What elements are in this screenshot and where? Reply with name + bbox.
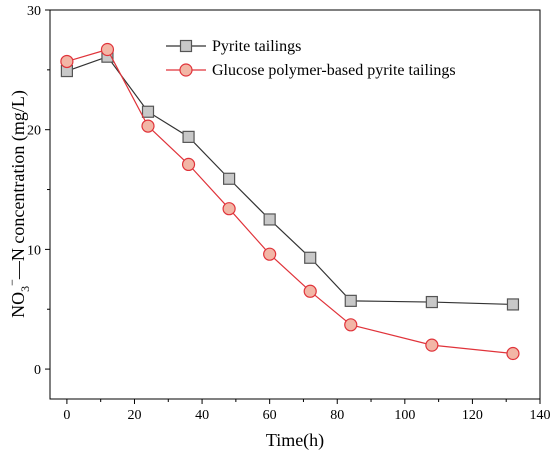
y-axis-title-superscript: −	[5, 279, 19, 286]
series-line	[66, 55, 513, 306]
data-point	[181, 157, 196, 172]
x-axis-title: Time(h)	[266, 430, 324, 451]
axis-tick-labels: 0 20 40 60 80 100 120 140 0 10 20 30	[27, 4, 550, 423]
x-tick-label: 140	[530, 408, 550, 423]
data-point	[344, 294, 357, 307]
x-tick-label: 60	[263, 408, 277, 423]
data-point	[60, 54, 74, 69]
legend-item-pyrite: Pyrite tailings	[166, 38, 301, 55]
data-point	[100, 42, 115, 57]
data-point	[506, 346, 520, 361]
series-line	[66, 48, 514, 355]
data-point	[425, 338, 439, 352]
legend-item-glucose: Glucose polymer-based pyrite tailings	[166, 62, 456, 79]
data-point	[222, 202, 236, 216]
y-tick-label: 20	[27, 124, 41, 139]
y-axis-title-subscript: 3	[18, 286, 32, 292]
data-point	[506, 298, 520, 311]
data-point	[425, 295, 438, 309]
plot-frame	[49, 9, 541, 400]
data-point	[141, 119, 155, 133]
y-axis-title-prefix: NO	[8, 292, 28, 318]
y-tick-label: 30	[27, 4, 41, 19]
x-tick-label: 0	[63, 408, 70, 423]
series-1	[60, 50, 520, 311]
data-point	[182, 130, 195, 143]
y-tick-label: 10	[27, 243, 41, 258]
data-point	[223, 172, 236, 185]
x-tick-label: 100	[394, 408, 415, 423]
legend-label-pyrite: Pyrite tailings	[212, 38, 301, 55]
data-point	[304, 251, 317, 264]
y-axis-title: NO3−—N concentration (mg/L)	[5, 90, 32, 318]
data-point	[263, 213, 276, 226]
data-point	[141, 105, 155, 118]
legend-label-glucose: Glucose polymer-based pyrite tailings	[212, 62, 456, 79]
axis-ticks	[45, 9, 541, 404]
data-point	[263, 247, 277, 261]
y-tick-label: 0	[34, 363, 41, 378]
data-point	[344, 318, 358, 332]
legend-marker-glucose	[179, 63, 193, 77]
legend: Pyrite tailings Glucose polymer-based py…	[166, 38, 456, 79]
x-tick-label: 80	[330, 408, 344, 423]
y-axis-title-rest: —N concentration (mg/L)	[8, 90, 29, 280]
x-tick-label: 20	[127, 408, 141, 423]
series-2	[60, 42, 520, 361]
x-tick-label: 120	[462, 408, 483, 423]
legend-marker-pyrite	[179, 39, 193, 53]
x-tick-label: 40	[195, 408, 209, 423]
series-layer	[60, 42, 520, 361]
data-point	[303, 284, 317, 298]
